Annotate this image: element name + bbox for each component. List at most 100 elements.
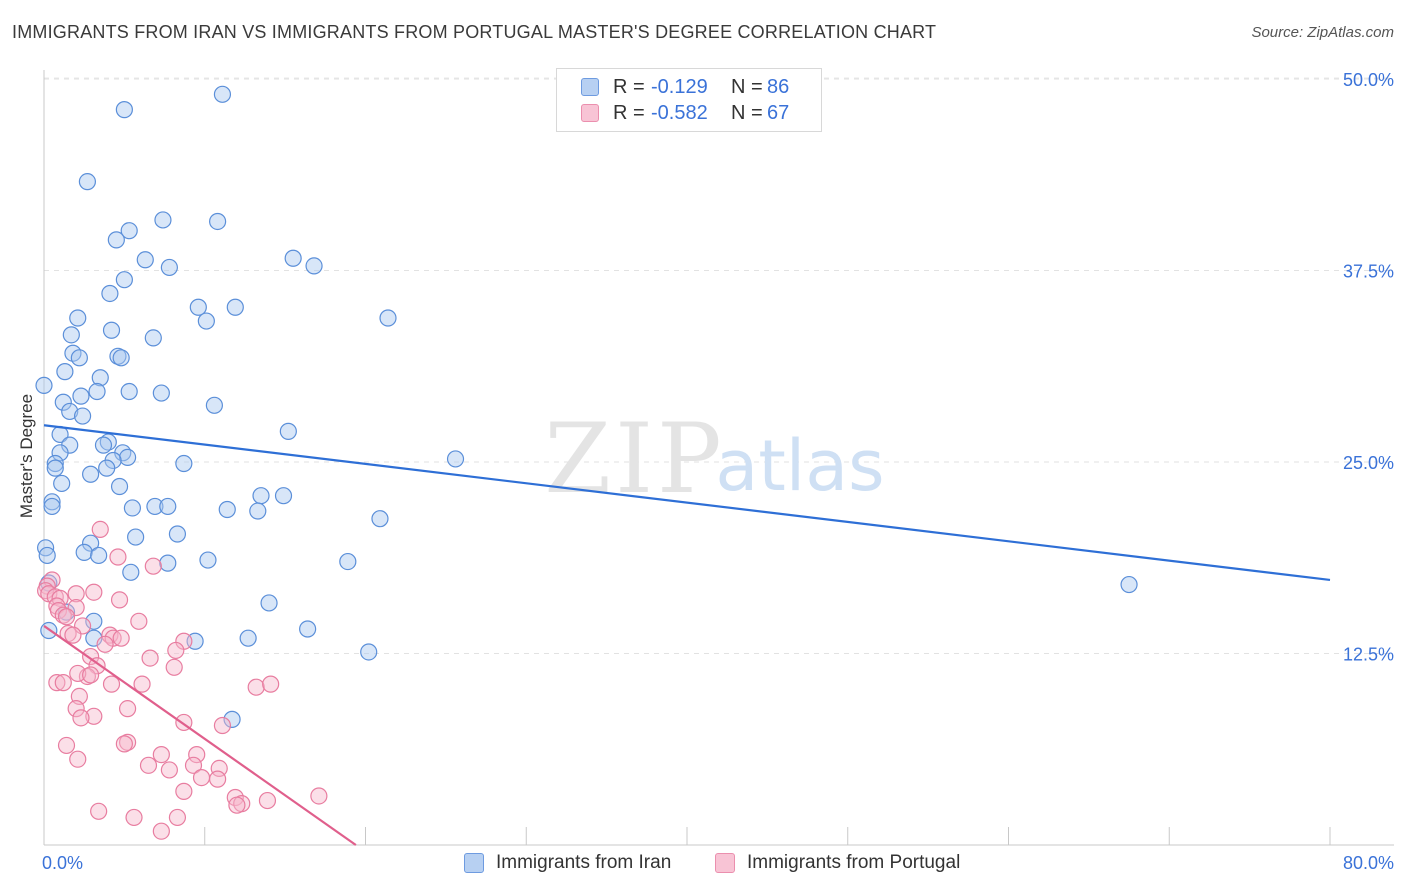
iran-point	[46, 459, 64, 477]
iran-point	[136, 251, 154, 269]
portugal-point	[91, 520, 109, 539]
portugal-point	[72, 709, 90, 727]
portugal-point	[85, 583, 103, 601]
legend-iran-label: Immigrants from Iran	[496, 852, 672, 873]
iran-point	[56, 363, 74, 381]
portugal-point	[85, 707, 103, 725]
iran-points	[35, 85, 1138, 728]
iran-point	[61, 402, 79, 421]
portugal-point	[57, 736, 76, 755]
x-ticks	[43, 827, 1331, 845]
iran-point	[98, 459, 116, 477]
iran-point	[159, 497, 177, 516]
iran-trend-line	[43, 424, 1331, 582]
portugal-point	[90, 802, 108, 820]
iran-point	[46, 454, 64, 473]
iran-point	[62, 326, 80, 344]
iran-point	[152, 384, 170, 402]
portugal-point	[130, 612, 148, 630]
iran-point	[70, 349, 88, 367]
iran-point	[99, 433, 117, 451]
portugal-point	[167, 641, 185, 660]
iran-point	[339, 552, 357, 571]
iran-point	[252, 487, 270, 505]
portugal-point	[118, 700, 137, 718]
portugal-point	[125, 808, 143, 827]
iran-n-value: 86	[767, 75, 790, 98]
iran-point	[260, 594, 278, 612]
watermark: ZIP atlas	[544, 403, 884, 515]
iran-point	[120, 222, 138, 240]
portugal-point	[210, 759, 228, 778]
y-axis-label: Master's Degree	[17, 394, 36, 518]
portugal-point	[115, 735, 133, 753]
legend-row-portugal: R = -0.582 N = 67	[581, 101, 789, 125]
iran-point	[90, 546, 108, 565]
portugal-point	[184, 756, 203, 774]
iran-point	[43, 497, 61, 516]
iran-point	[160, 258, 178, 277]
portugal-point	[168, 808, 187, 827]
iran-point	[154, 211, 172, 229]
portugal-point	[141, 649, 159, 667]
y-tick-label: 37.5%	[1343, 262, 1394, 282]
iran-point	[226, 298, 244, 316]
iran-point	[305, 257, 323, 275]
portugal-point	[54, 674, 72, 692]
iran-point	[122, 563, 140, 581]
portugal-point	[67, 700, 85, 718]
y-tick-label: 25.0%	[1343, 453, 1394, 473]
iran-r-label: R =	[613, 75, 645, 98]
iran-point	[102, 321, 121, 339]
iran-point	[249, 502, 267, 520]
iran-point	[82, 534, 100, 552]
chart-source: Source: ZipAtlas.com	[1251, 24, 1394, 41]
iran-point	[223, 710, 241, 728]
portugal-point	[109, 548, 127, 566]
iran-point	[51, 444, 69, 462]
chart-title: IMMIGRANTS FROM IRAN VS IMMIGRANTS FROM …	[12, 22, 937, 42]
iran-point	[118, 448, 137, 467]
y-tick-label: 12.5%	[1343, 645, 1394, 665]
iran-point	[279, 422, 297, 440]
portugal-points	[37, 520, 328, 840]
trend-lines	[43, 424, 1331, 846]
portugal-n-label: N =	[731, 101, 763, 124]
portugal-r-value: -0.582	[651, 101, 708, 124]
iran-point	[73, 407, 92, 425]
portugal-point	[192, 768, 211, 787]
iran-point	[205, 396, 223, 414]
portugal-point	[37, 582, 55, 600]
portugal-point	[144, 557, 162, 575]
iran-point	[213, 85, 232, 103]
portugal-point	[64, 626, 82, 644]
watermark-atlas: atlas	[715, 425, 884, 507]
iran-point	[175, 454, 193, 473]
iran-point	[43, 493, 61, 511]
iran-r-value: -0.129	[651, 75, 708, 98]
iran-point	[54, 393, 72, 411]
x-tick-label-max: 80.0%	[1343, 853, 1394, 873]
iran-point	[107, 231, 125, 249]
iran-point	[189, 298, 207, 316]
iran-point	[146, 497, 164, 516]
iran-n-label: N =	[731, 75, 763, 98]
iran-point	[88, 382, 106, 401]
portugal-point	[175, 782, 193, 800]
portugal-point	[82, 666, 100, 684]
iran-point	[35, 376, 53, 394]
watermark-zip: ZIP	[544, 403, 725, 515]
x-tick-label-min: 0.0%	[42, 853, 83, 873]
iran-point	[199, 551, 217, 569]
iran-point	[94, 436, 113, 454]
y-tick-label: 50.0%	[1343, 70, 1394, 90]
legend-portugal-swatch	[715, 853, 735, 873]
portugal-point	[110, 591, 129, 609]
iran-point	[115, 271, 133, 289]
iran-point	[38, 546, 56, 565]
iran-point	[75, 543, 93, 561]
iran-point	[209, 212, 227, 231]
portugal-point	[139, 756, 158, 774]
iran-point	[112, 349, 130, 367]
portugal-r-label: R =	[613, 101, 645, 124]
